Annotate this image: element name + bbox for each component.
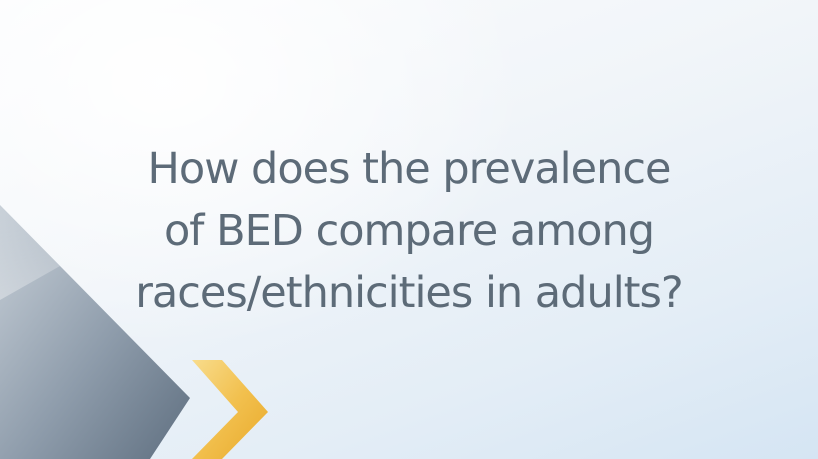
- question-line-3: races/ethnicities in adults?: [135, 268, 684, 318]
- question-line-2: of BED compare among: [164, 206, 655, 256]
- question-line-1: How does the prevalence: [147, 144, 672, 194]
- slide-question: How does the prevalence of BED compare a…: [120, 138, 698, 324]
- steel-chevron-highlight: [0, 205, 60, 300]
- gold-chevron-shape: [192, 360, 268, 459]
